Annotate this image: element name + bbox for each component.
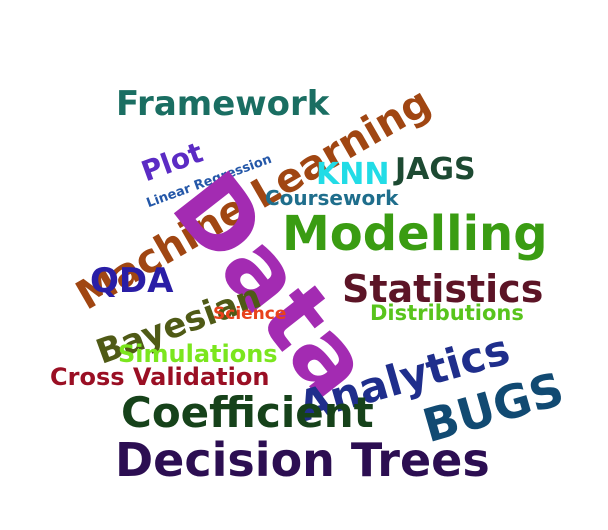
word-decision-trees: Decision Trees (115, 433, 490, 487)
word-modelling: Modelling (282, 206, 548, 262)
word-coefficient: Coefficient (121, 388, 374, 437)
word-coursework: Coursework (265, 186, 399, 210)
word-distributions: Distributions (370, 301, 524, 325)
word-statistics: Statistics (342, 267, 544, 311)
word-qda: QDA (90, 261, 174, 301)
word-knn: KNN (316, 157, 390, 192)
word-jags: JAGS (395, 152, 476, 187)
word-science: Science (213, 304, 287, 324)
word-cross-validation: Cross Validation (50, 363, 270, 391)
word-framework: Framework (116, 84, 330, 124)
word-simulations: Simulations (118, 340, 278, 368)
